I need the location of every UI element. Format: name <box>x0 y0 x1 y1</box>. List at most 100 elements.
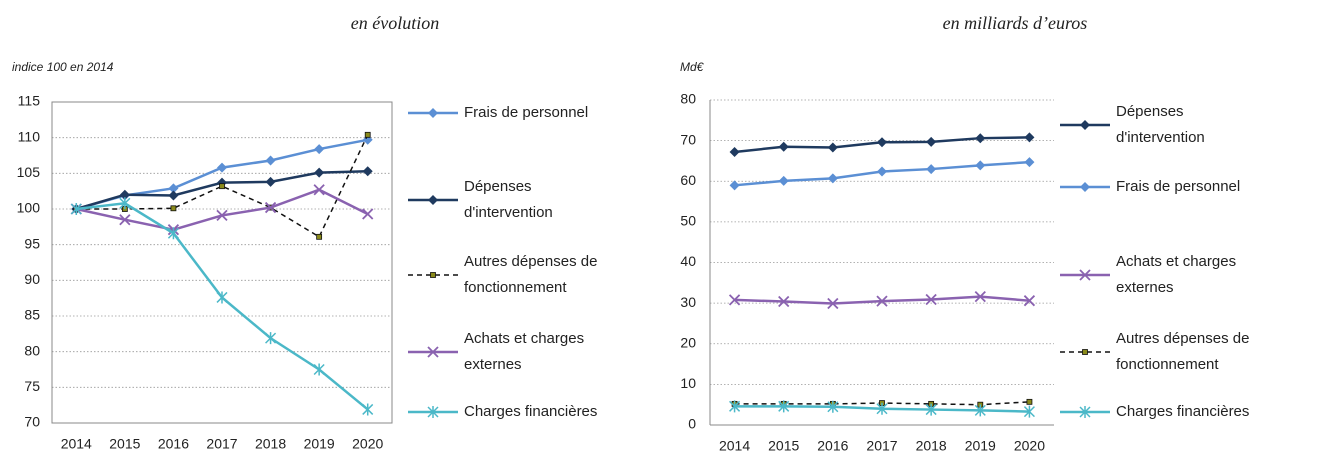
marker <box>362 208 374 220</box>
marker <box>876 295 888 307</box>
marker <box>70 203 82 215</box>
marker <box>778 141 789 152</box>
marker <box>975 133 986 144</box>
legend-label: Frais de personnel <box>1116 178 1241 195</box>
x-tick-label: 2018 <box>255 436 286 452</box>
legend-label: Dépenses d'intervention <box>464 178 553 221</box>
marker <box>265 332 277 345</box>
legend-label: Frais de personnel <box>464 104 589 121</box>
y-axis-label: Md€ <box>680 60 705 74</box>
marker <box>729 400 741 413</box>
marker <box>974 290 986 303</box>
y-tick-label: 100 <box>17 200 41 216</box>
marker <box>167 227 179 240</box>
marker <box>778 295 790 308</box>
y-tick-label: 115 <box>18 93 41 109</box>
marker <box>119 197 131 210</box>
marker <box>729 147 740 157</box>
legend-marker <box>427 406 439 418</box>
legend-marker <box>427 346 439 358</box>
x-tick-label: 2015 <box>768 438 799 454</box>
chart-title: en évolution <box>351 13 439 33</box>
marker <box>1023 295 1036 307</box>
marker <box>219 183 225 190</box>
y-tick-label: 80 <box>24 342 40 358</box>
marker <box>265 176 276 187</box>
y-axis-label: indice 100 en 2014 <box>12 60 114 74</box>
legend-icon <box>1060 182 1110 192</box>
x-tick-label: 2015 <box>109 436 140 452</box>
legend-item: Dépenses d'intervention <box>1060 99 1276 151</box>
marker <box>877 166 887 177</box>
legend-marker <box>430 272 436 278</box>
series-line <box>76 202 369 411</box>
legend-marker <box>1082 349 1088 355</box>
legend-item: Charges financières <box>1060 399 1276 425</box>
marker <box>314 144 325 155</box>
marker <box>316 233 323 240</box>
x-tick-label: 2017 <box>866 438 897 454</box>
marker <box>1023 405 1035 418</box>
x-tick-label: 2020 <box>1014 438 1045 454</box>
marker <box>827 142 838 153</box>
y-tick-label: 10 <box>680 375 696 391</box>
y-tick-label: 0 <box>688 416 696 432</box>
legend-item: Frais de personnel <box>1060 174 1276 200</box>
y-tick-label: 90 <box>24 271 40 287</box>
x-tick-label: 2016 <box>817 438 848 454</box>
y-tick-label: 50 <box>680 213 696 229</box>
marker <box>265 155 276 166</box>
marker <box>827 173 838 184</box>
legend-marker <box>1079 269 1091 281</box>
x-tick-label: 2014 <box>719 438 750 454</box>
marker <box>926 164 937 175</box>
y-tick-label: 70 <box>680 131 696 147</box>
x-tick-label: 2014 <box>61 436 92 452</box>
y-tick-label: 60 <box>680 172 696 188</box>
marker <box>974 404 986 417</box>
legend-marker <box>1080 120 1090 130</box>
legend-label: Dépenses d'intervention <box>1116 103 1205 146</box>
marker <box>362 403 374 416</box>
legend-label: Charges financières <box>464 403 598 420</box>
legend-item: Achats et charges externes <box>408 326 624 378</box>
legend-marker <box>1080 182 1090 192</box>
plot-frame <box>51 101 393 424</box>
legend-label: Achats et charges externes <box>1116 253 1237 296</box>
legend-label: Achats et charges externes <box>464 330 585 373</box>
marker <box>217 162 227 173</box>
marker <box>926 136 937 147</box>
legend-icon <box>1060 406 1110 418</box>
legend-label: Autres dépenses de fonctionnement <box>464 253 598 296</box>
marker <box>1024 157 1035 168</box>
legend-marker <box>428 195 438 205</box>
marker <box>119 214 131 226</box>
y-tick-label: 105 <box>17 164 41 180</box>
marker <box>975 160 986 171</box>
marker <box>170 205 177 212</box>
y-tick-label: 80 <box>680 91 696 107</box>
marker <box>827 400 839 413</box>
legend-label: Autres dépenses de fonctionnement <box>1116 330 1250 373</box>
legend-icon <box>1060 269 1110 281</box>
y-tick-label: 30 <box>680 294 696 310</box>
marker <box>264 201 277 214</box>
legend-label: Charges financières <box>1116 403 1250 420</box>
legend-icon <box>408 108 458 118</box>
x-tick-label: 2019 <box>965 438 996 454</box>
y-tick-label: 40 <box>680 253 696 269</box>
marker <box>827 297 839 310</box>
marker <box>216 209 228 222</box>
marker <box>1024 132 1035 143</box>
marker <box>778 175 789 186</box>
legend-icon <box>408 195 458 205</box>
marker <box>876 402 888 415</box>
legend-marker <box>428 108 438 118</box>
x-tick-label: 2020 <box>352 436 383 452</box>
marker <box>119 189 130 200</box>
y-tick-label: 85 <box>24 307 40 323</box>
legend-item: Achats et charges externes <box>1060 249 1276 301</box>
marker <box>362 166 373 177</box>
marker <box>728 294 741 306</box>
